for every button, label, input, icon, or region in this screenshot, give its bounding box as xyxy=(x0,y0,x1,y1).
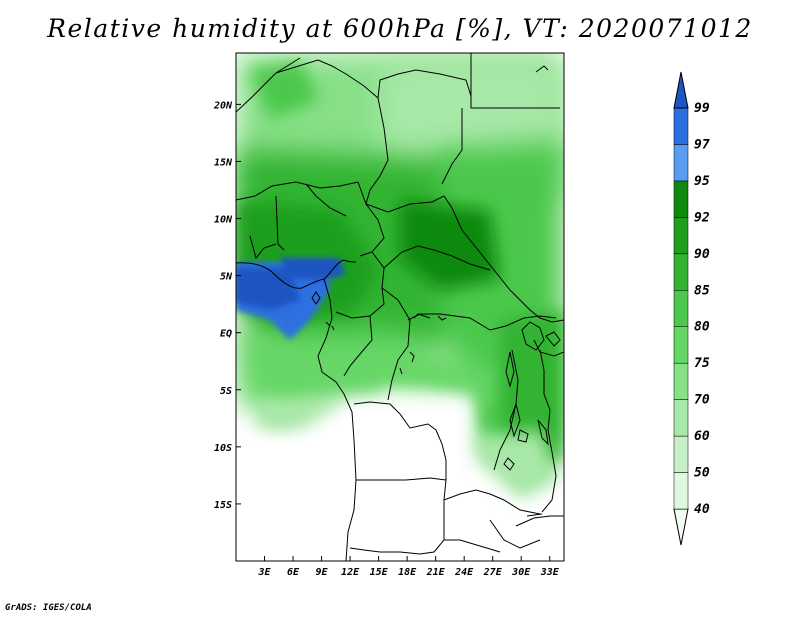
x-tick-label: 6E xyxy=(287,567,300,578)
colorbar-segment xyxy=(673,253,689,291)
country-borders xyxy=(236,53,564,561)
dry-region-angola xyxy=(236,400,470,561)
y-tick-label: 20N xyxy=(213,100,233,111)
colorbar-label: 97 xyxy=(694,137,710,152)
y-tick-label: 15S xyxy=(214,500,232,511)
colorbar: 40 50 60 70 75 80 85 90 92 95 97 99 xyxy=(673,71,710,546)
x-tick-label: 21E xyxy=(426,567,446,578)
chart-title: Relative humidity at 600hPa [%], VT: 202… xyxy=(47,14,753,43)
colorbar-segment xyxy=(673,107,689,145)
axis-ticks: 3E 6E 9E 12E 15E 18E 21E 24E 27E 30E 33E 20N 15N 10N 5… xyxy=(213,100,560,578)
x-tick-label: 27E xyxy=(483,567,503,578)
colorbar-label: 92 xyxy=(694,210,710,225)
y-tick-label: 15N xyxy=(214,157,233,168)
y-tick-label: 10S xyxy=(214,443,232,454)
y-tick-label: EQ xyxy=(220,329,232,340)
x-tick-label: 15E xyxy=(370,567,389,578)
colorbar-segment xyxy=(673,362,689,400)
colorbar-label: 85 xyxy=(694,283,710,298)
x-tick-label: 3E xyxy=(257,567,271,578)
humidity-region-gulf-of-guinea-coastal-west-africa xyxy=(236,268,300,310)
colorbar-under-triangle xyxy=(673,508,689,546)
colorbar-label: 75 xyxy=(694,356,710,371)
colorbar-segment xyxy=(673,217,689,255)
colorbar-label: 95 xyxy=(694,174,710,189)
colorbar-segment xyxy=(673,399,689,437)
plot-frame xyxy=(235,52,565,562)
colorbar-segment xyxy=(673,472,689,510)
humidity-region-southern-drc-zambia xyxy=(460,430,560,500)
colorbar-segment xyxy=(673,180,689,218)
x-tick-label: 24E xyxy=(454,567,474,578)
x-tick-label: 33E xyxy=(540,567,560,578)
x-tick-label: 12E xyxy=(341,567,360,578)
colorbar-segment xyxy=(673,144,689,182)
humidity-field xyxy=(236,53,564,561)
colorbar-segment xyxy=(673,435,689,473)
colorbar-label: 70 xyxy=(694,393,710,408)
colorbar-label: 80 xyxy=(694,320,710,335)
colorbar-label: 40 xyxy=(694,502,710,517)
x-tick-label: 30E xyxy=(511,567,531,578)
y-tick-label: 5S xyxy=(220,386,232,397)
colorbar-label: 50 xyxy=(694,466,710,481)
y-tick-label: 10N xyxy=(214,215,233,226)
x-tick-label: 9E xyxy=(316,567,329,578)
humidity-region-cameroon-highlands xyxy=(250,62,320,120)
humidity-region-central-african-republic-south-sudan xyxy=(400,200,500,290)
x-tick-label: 18E xyxy=(398,567,417,578)
colorbar-label: 90 xyxy=(694,247,710,262)
colorbar-label: 60 xyxy=(694,429,710,444)
colorbar-label: 99 xyxy=(694,101,710,116)
y-tick-label: 5N xyxy=(220,272,233,283)
colorbar-over-triangle xyxy=(673,71,689,109)
grads-credit: GrADS: IGES/COLA xyxy=(5,603,92,613)
colorbar-segment xyxy=(673,326,689,364)
colorbar-segment xyxy=(673,290,689,327)
